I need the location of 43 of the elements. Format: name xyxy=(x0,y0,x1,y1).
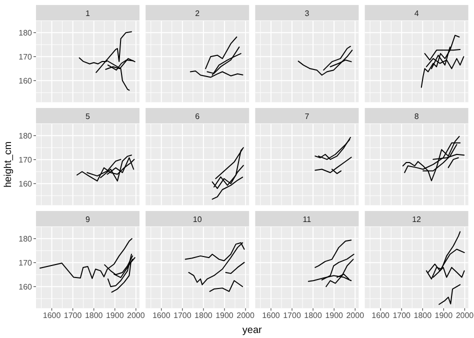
chart-title: 8 xyxy=(414,112,420,121)
x-tick-label: 1600 xyxy=(262,311,280,320)
x-tick-label: 2000 xyxy=(236,311,255,320)
chart-title: 3 xyxy=(304,8,310,18)
y-tick-label: 170 xyxy=(18,156,33,165)
x-tick-label: 1600 xyxy=(372,311,390,320)
x-tick-label: 1800 xyxy=(304,311,322,320)
y-tick-label: 160 xyxy=(18,180,33,189)
x-tick-label: 1700 xyxy=(64,311,82,320)
chart-title: 12 xyxy=(412,214,422,224)
x-tick-label: 2000 xyxy=(127,311,146,320)
x-tick-label: 1900 xyxy=(325,311,344,320)
chart-title: 4 xyxy=(414,8,420,18)
y-tick-label: 180 xyxy=(18,132,33,141)
x-tick-label: 1600 xyxy=(152,311,171,320)
chart-title: 7 xyxy=(304,112,310,121)
x-tick-label: 1900 xyxy=(216,311,234,320)
chart-title: 10 xyxy=(192,214,202,224)
y-tick-label: 180 xyxy=(18,234,33,244)
x-tick-label: 1800 xyxy=(84,311,104,320)
x-axis-title: year xyxy=(242,325,263,336)
chart-title: 6 xyxy=(195,112,200,121)
y-axis-title: height_cm xyxy=(3,141,14,188)
x-tick-label: 1700 xyxy=(174,311,192,320)
x-tick-label: 1600 xyxy=(42,311,62,320)
x-tick-label: 1800 xyxy=(414,311,432,320)
chart-title: 1 xyxy=(86,8,91,18)
chart-title: 11 xyxy=(302,214,312,224)
x-tick-label: 1700 xyxy=(283,311,302,320)
y-tick-label: 180 xyxy=(18,28,33,38)
chart-title: 2 xyxy=(195,8,200,18)
x-tick-label: 1800 xyxy=(194,311,213,320)
chart-title: 5 xyxy=(86,112,91,121)
y-tick-label: 170 xyxy=(18,52,33,62)
y-tick-label: 160 xyxy=(18,282,33,292)
chart-title: 9 xyxy=(86,214,91,224)
x-tick-label: 1900 xyxy=(434,311,454,320)
x-tick-label: 2000 xyxy=(456,311,474,320)
x-tick-label: 2000 xyxy=(346,311,365,320)
x-tick-label: 1900 xyxy=(106,311,124,320)
x-tick-label: 1700 xyxy=(392,311,412,320)
y-tick-label: 160 xyxy=(18,76,33,86)
y-tick-label: 170 xyxy=(18,258,33,268)
